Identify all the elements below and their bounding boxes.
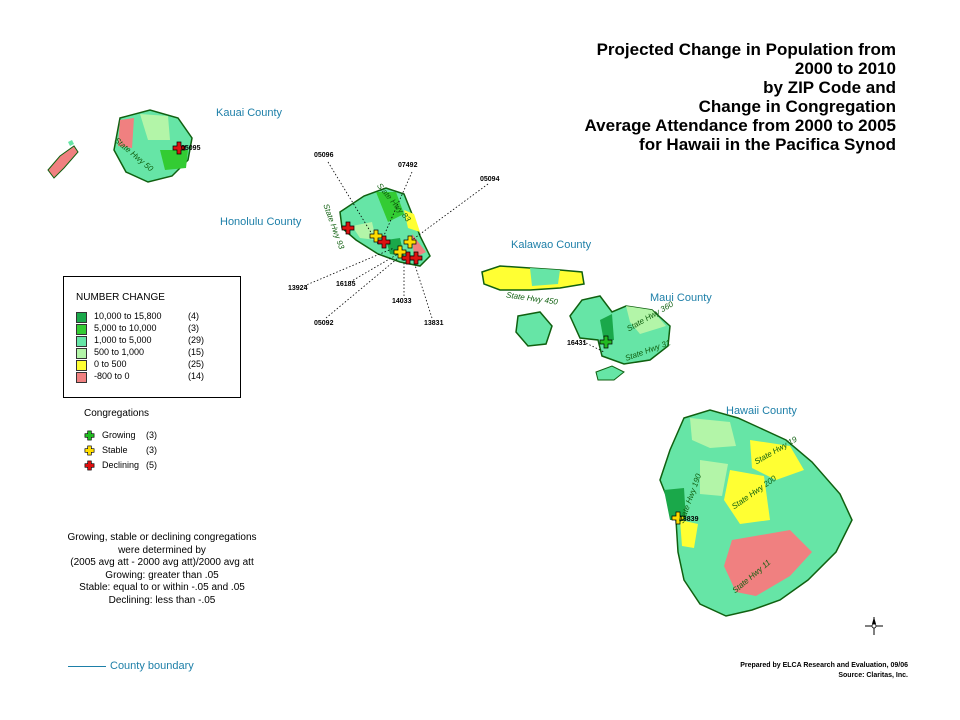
zip-label: 14033 xyxy=(392,298,412,305)
kauai-island xyxy=(47,109,193,183)
legend-count: (25) xyxy=(188,359,205,369)
title-line: by ZIP Code and xyxy=(763,78,896,97)
congregation-count: (3) xyxy=(146,430,157,440)
congregations-legend-title: Congregations xyxy=(84,408,150,419)
title-line: 2000 to 2010 xyxy=(794,59,896,78)
molokai-island xyxy=(481,265,625,381)
zip-leader-lines xyxy=(303,161,605,353)
congregation-label: Stable xyxy=(102,445,128,455)
zip-label: 05095 xyxy=(181,145,201,152)
congregation-label: Growing xyxy=(102,430,136,440)
zip-label: 05096 xyxy=(314,152,334,159)
zip-label: 05094 xyxy=(480,176,500,183)
legend-count: (14) xyxy=(188,371,205,381)
legend-swatch xyxy=(76,324,87,335)
compass-icon xyxy=(865,617,883,635)
legend-swatch xyxy=(76,336,87,347)
note-line: Growing, stable or declining congregatio… xyxy=(67,532,257,543)
legend-count: (15) xyxy=(188,347,205,357)
legend-title: NUMBER CHANGE xyxy=(76,292,165,303)
county-label-kauai: Kauai County xyxy=(216,107,283,119)
legend-count: (4) xyxy=(188,311,199,321)
oahu-island xyxy=(339,187,431,267)
congregation-count: (5) xyxy=(146,460,157,470)
legend-swatch xyxy=(76,348,87,359)
maui-island xyxy=(569,295,671,365)
zip-label: 07492 xyxy=(398,162,418,169)
legend-range: 10,000 to 15,800 xyxy=(94,311,162,321)
legend-range: 500 to 1,000 xyxy=(94,347,145,357)
legend-range: 1,000 to 5,000 xyxy=(94,335,152,345)
legend-swatch xyxy=(76,360,87,371)
hawaii-island xyxy=(659,409,853,617)
zip-label: 16431 xyxy=(567,340,587,347)
boundary-label: County boundary xyxy=(110,660,194,672)
zip-label: 13839 xyxy=(679,516,699,523)
zip-label: 13924 xyxy=(288,285,308,292)
growing-cross-icon xyxy=(84,430,95,441)
title-line: Change in Congregation xyxy=(698,97,896,116)
legend-count: (3) xyxy=(188,323,199,333)
legend-number-change: NUMBER CHANGE 10,000 to 15,800 (4) 5,000… xyxy=(63,276,241,398)
county-label-maui: Maui County xyxy=(650,292,712,304)
congregation-markers xyxy=(172,141,685,525)
title-line: Average Attendance from 2000 to 2005 xyxy=(584,116,896,135)
county-label-hawaii: Hawaii County xyxy=(726,405,797,417)
zip-label: 05092 xyxy=(314,320,334,327)
title-line: Projected Change in Population from xyxy=(596,40,896,59)
legend-swatch xyxy=(76,372,87,383)
zip-label: 13831 xyxy=(424,320,444,327)
note-line: Declining: less than -.05 xyxy=(108,594,216,606)
prepared-by: Prepared by ELCA Research and Evaluation… xyxy=(740,662,908,669)
note-line: (2005 avg att - 2000 avg att)/2000 avg a… xyxy=(70,557,254,568)
boundary-line-icon xyxy=(68,665,106,667)
declining-cross-icon xyxy=(84,460,95,471)
legend-range: 5,000 to 10,000 xyxy=(94,323,157,333)
legend-range: 0 to 500 xyxy=(94,359,127,369)
stable-cross-icon xyxy=(84,445,95,456)
credits: Prepared by ELCA Research and Evaluation… xyxy=(740,661,908,681)
county-label-honolulu: Honolulu County xyxy=(220,216,302,228)
county-boundary-legend: County boundary xyxy=(68,660,194,672)
legend-range: -800 to 0 xyxy=(94,371,130,381)
congregation-count: (3) xyxy=(146,445,157,455)
legend-swatch xyxy=(76,312,87,323)
legend-count: (29) xyxy=(188,335,205,345)
map-title: Projected Change in Population from 2000… xyxy=(516,40,896,154)
note-line: Stable: equal to or within -.05 and .05 xyxy=(79,582,245,593)
congregation-label: Declining xyxy=(102,460,140,470)
county-label-kalawao: Kalawao County xyxy=(511,239,592,251)
source: Source: Claritas, Inc. xyxy=(838,672,908,679)
note-line: were determined by xyxy=(118,544,206,556)
zip-label: 16185 xyxy=(336,281,356,288)
note-line: Growing: greater than .05 xyxy=(105,569,219,581)
method-notes: Growing, stable or declining congregatio… xyxy=(52,532,272,607)
title-line: for Hawaii in the Pacifica Synod xyxy=(639,135,896,154)
